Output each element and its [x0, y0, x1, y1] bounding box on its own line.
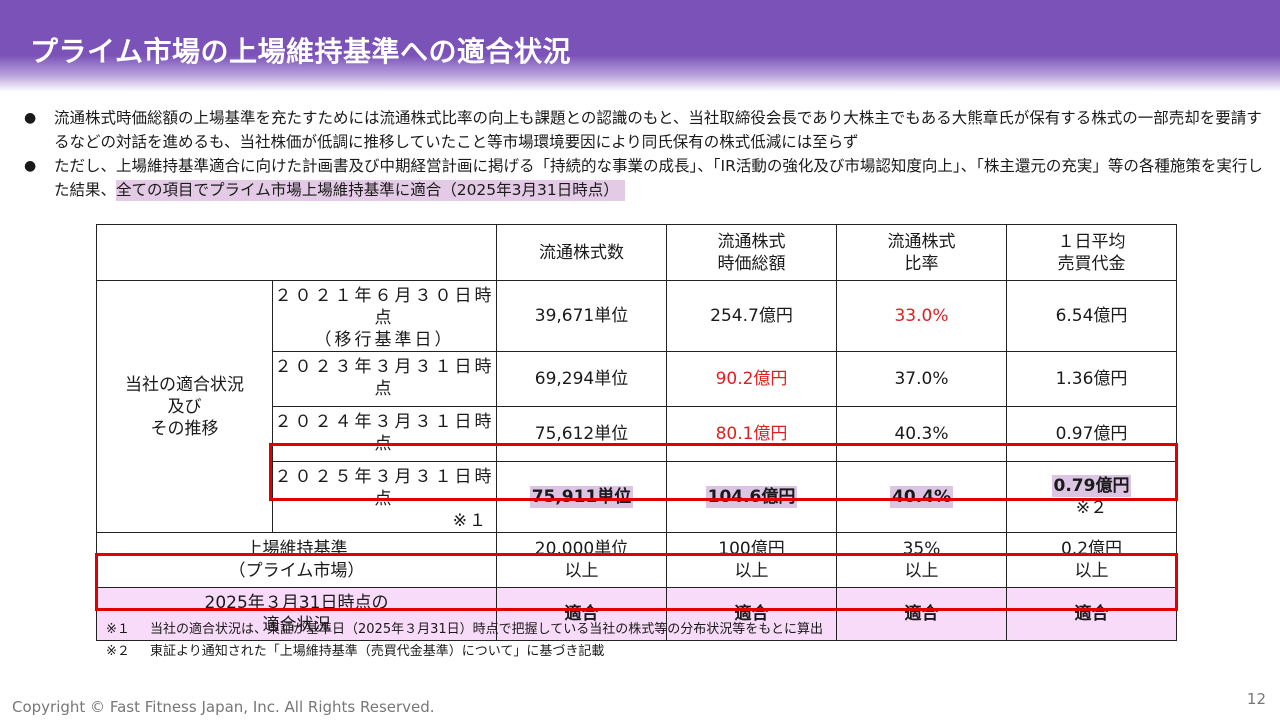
ml: 流通株式数	[539, 242, 624, 263]
group-label-cell: 当社の適合状況 及び その推移	[96, 280, 273, 533]
header-float-ratio: 流通株式 比率	[836, 224, 1007, 281]
table-row-current: ２０２５年３月３１日時点 ※１ 75,911単位 104.6億円 40.4% 0.…	[97, 461, 1177, 533]
bullet-text-main: ただし、上場維持基準適合に向けた計画書及び中期経営計画に掲げる「持続的な事業の成…	[54, 157, 1263, 199]
table-row: 当社の適合状況 及び その推移 ２０２１年６月３０日時点 （移行基準日） 39,671…	[96, 280, 1177, 533]
header-market-cap: 流通株式 時価総額	[666, 224, 837, 281]
footnote-text: 当社の適合状況は、東証が基準日（2025年３月31日）時点で把握している当社の株…	[150, 622, 823, 637]
footnote-mark: ※２	[1075, 498, 1108, 518]
standard-cell: 20,000単位 以上	[496, 532, 667, 588]
date-cell: ２０２１年６月３０日時点 （移行基準日）	[272, 280, 497, 352]
date-sub: （移行基準日）	[314, 330, 455, 350]
ml: 100億円 以上	[718, 539, 785, 581]
highlight-value: 0.79億円	[1051, 475, 1132, 497]
date-cell: ２０２５年３月３１日時点 ※１	[272, 461, 497, 533]
highlight-value: 104.6億円	[705, 486, 798, 508]
date-text: ２０２１年６月３０日時点	[274, 286, 495, 328]
page-title: プライム市場の上場維持基準への適合状況	[30, 35, 571, 68]
value-cell: 69,294単位	[496, 351, 667, 407]
footnote-mark: ※１	[106, 622, 130, 637]
bullet-item: ● 流通株式時価総額の上場基準を充たすためには流通株式比率の向上も課題との認識の…	[24, 106, 1272, 154]
date-text: ２０２４年３月３１日時点	[274, 412, 495, 454]
result-cell: 適合	[836, 587, 1007, 641]
result-row: 2025年３月31日時点の 適合状況 適合 適合 適合 適合	[96, 587, 1177, 641]
footnote: ※１ 当社の適合状況は、東証が基準日（2025年３月31日）時点で把握している当…	[106, 619, 823, 641]
value-cell-current: 75,911単位	[496, 461, 667, 533]
ml: １日平均 売買代金	[1057, 231, 1126, 274]
bullet-highlight: 全ての項目でプライム市場上場維持基準に適合（2025年3月31日時点）	[116, 180, 625, 201]
footnotes: ※１ 当社の適合状況は、東証が基準日（2025年３月31日）時点で把握している当…	[106, 619, 823, 663]
header-trading-value: １日平均 売買代金	[1006, 224, 1177, 281]
bullet-text: 流通株式時価総額の上場基準を充たすためには流通株式比率の向上も課題との認識のもと…	[54, 109, 1262, 151]
footnote-mark: ※１	[452, 511, 488, 531]
value-cell-current: 104.6億円	[666, 461, 837, 533]
value-cell: 1.36億円	[1006, 351, 1177, 407]
value-cell-current: 0.79億円 ※２	[1006, 461, 1177, 533]
bullet-text: ただし、上場維持基準適合に向けた計画書及び中期経営計画に掲げる「持続的な事業の成…	[54, 154, 1272, 202]
standard-row: 上場維持基準 （プライム市場） 20,000単位 以上 100億円 以上 35% 以上 …	[96, 532, 1177, 588]
value-cell-red: 90.2億円	[666, 351, 837, 407]
standard-cell: 0.2億円 以上	[1006, 532, 1177, 588]
date-cell: ２０２３年３月３１日時点	[272, 351, 497, 407]
value-cell-current: 40.4%	[836, 461, 1007, 533]
standard-cell: 35% 以上	[836, 532, 1007, 588]
value-cell-red: 80.1億円	[666, 406, 837, 462]
highlight-value: 75,911単位	[529, 486, 634, 508]
footnote-mark: ※２	[106, 644, 130, 659]
highlight-value: 40.4%	[890, 486, 953, 508]
result-cell: 適合	[666, 587, 837, 641]
page-number: 12	[1246, 690, 1266, 708]
footnote-text: 東証より通知された「上場維持基準（売買代金基準）について」に基づき記載	[150, 644, 605, 659]
table-row: ２０２３年３月３１日時点 69,294単位 90.2億円 37.0% 1.36億…	[97, 351, 1177, 407]
table-header-row: 流通株式数 流通株式 時価総額 流通株式 比率 １日平均 売買代金	[96, 224, 1177, 281]
result-cell: 適合	[1006, 587, 1177, 641]
value-cell: 0.97億円	[1006, 406, 1177, 462]
value-cell-red: 33.0%	[836, 280, 1007, 352]
ml: 当社の適合状況 及び その推移	[125, 374, 244, 439]
copyright: Copyright © Fast Fitness Japan, Inc. All…	[12, 698, 435, 716]
ml: 35% 以上	[902, 539, 941, 581]
bullet-list: ● 流通株式時価総額の上場基準を充たすためには流通株式比率の向上も課題との認識の…	[24, 106, 1272, 202]
date-text: ２０２３年３月３１日時点	[274, 357, 495, 399]
header-bar	[0, 0, 1280, 92]
header-float-shares: 流通株式数	[496, 224, 667, 281]
value-cell: 6.54億円	[1006, 280, 1177, 352]
value-cell: 75,612単位	[496, 406, 667, 462]
header-empty-cell	[96, 224, 497, 281]
ml: 流通株式 比率	[887, 231, 956, 274]
date-text: ２０２５年３月３１日時点	[274, 467, 495, 509]
value-cell: 39,671単位	[496, 280, 667, 352]
result-cell: 適合	[496, 587, 667, 641]
ml: 20,000単位 以上	[534, 539, 629, 581]
ml: 上場維持基準 （プライム市場）	[228, 539, 365, 581]
ml: 流通株式 時価総額	[717, 231, 786, 274]
standard-cell: 100億円 以上	[666, 532, 837, 588]
footnote: ※２ 東証より通知された「上場維持基準（売買代金基準）について」に基づき記載	[106, 641, 823, 663]
bullet-dot-icon: ●	[24, 158, 37, 174]
bullet-item: ● ただし、上場維持基準適合に向けた計画書及び中期経営計画に掲げる「持続的な事業…	[24, 154, 1272, 202]
ml: 0.2億円 以上	[1060, 539, 1123, 581]
value-cell: 40.3%	[836, 406, 1007, 462]
date-cell: ２０２４年３月３１日時点	[272, 406, 497, 462]
result-label: 2025年３月31日時点の 適合状況	[96, 587, 497, 641]
compliance-table: 流通株式数 流通株式 時価総額 流通株式 比率 １日平均 売買代金 当社の適合状況 及び…	[96, 224, 1177, 641]
value-cell: 254.7億円	[666, 280, 837, 352]
standard-label: 上場維持基準 （プライム市場）	[96, 532, 497, 588]
bullet-dot-icon: ●	[24, 110, 37, 126]
value-cell: 37.0%	[836, 351, 1007, 407]
